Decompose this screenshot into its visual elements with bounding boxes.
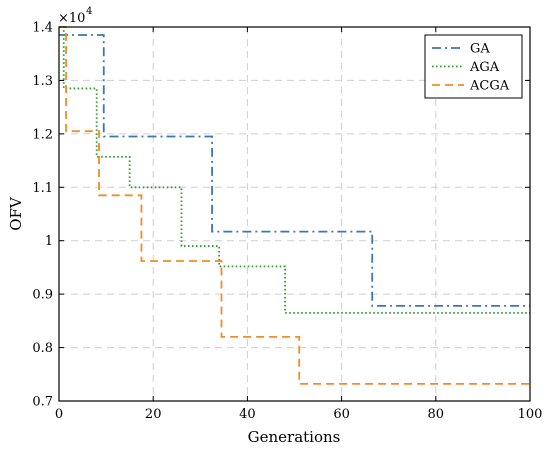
x-tick-label: 80 [428, 407, 445, 422]
axis-ticks: 0 20 40 60 80 100 0.7 0.8 0.9 1 1.1 1.2 1.3 1.4 [32, 21, 542, 423]
y-tick-label: 0.8 [32, 341, 53, 356]
y-tick-label: 0.7 [32, 395, 53, 410]
y-tick-label: 1.3 [32, 74, 53, 89]
series-line-ga [59, 34, 530, 307]
x-tick-label: 40 [239, 407, 256, 422]
x-tick-label: 60 [333, 407, 350, 422]
legend-label-aga: AGA [469, 60, 500, 75]
series-lines [59, 26, 530, 385]
plot-frame [58, 26, 531, 402]
series-line-acga [59, 26, 530, 385]
y-tick-label: 0.9 [32, 288, 53, 303]
x-tick-label: 0 [55, 407, 63, 422]
legend-label-acga: ACGA [469, 79, 510, 94]
y-tick-label: 1 [45, 234, 53, 249]
y-multiplier-exponent: 4 [86, 6, 92, 17]
legend: GA AGA ACGA [424, 34, 523, 99]
x-tick-label: 100 [518, 407, 543, 422]
y-tick-label: 1.4 [32, 21, 53, 36]
y-tick-label: 1.1 [32, 181, 53, 196]
y-axis-title: OFV [7, 196, 25, 231]
y-multiplier-base: ×10 [58, 11, 85, 26]
y-tick-label: 1.2 [32, 127, 53, 142]
y-multiplier: ×10 4 [58, 6, 92, 26]
legend-label-ga: GA [470, 42, 490, 57]
series-line-aga [59, 26, 530, 314]
x-tick-label: 20 [145, 407, 162, 422]
x-axis-title: Generations [248, 428, 341, 446]
